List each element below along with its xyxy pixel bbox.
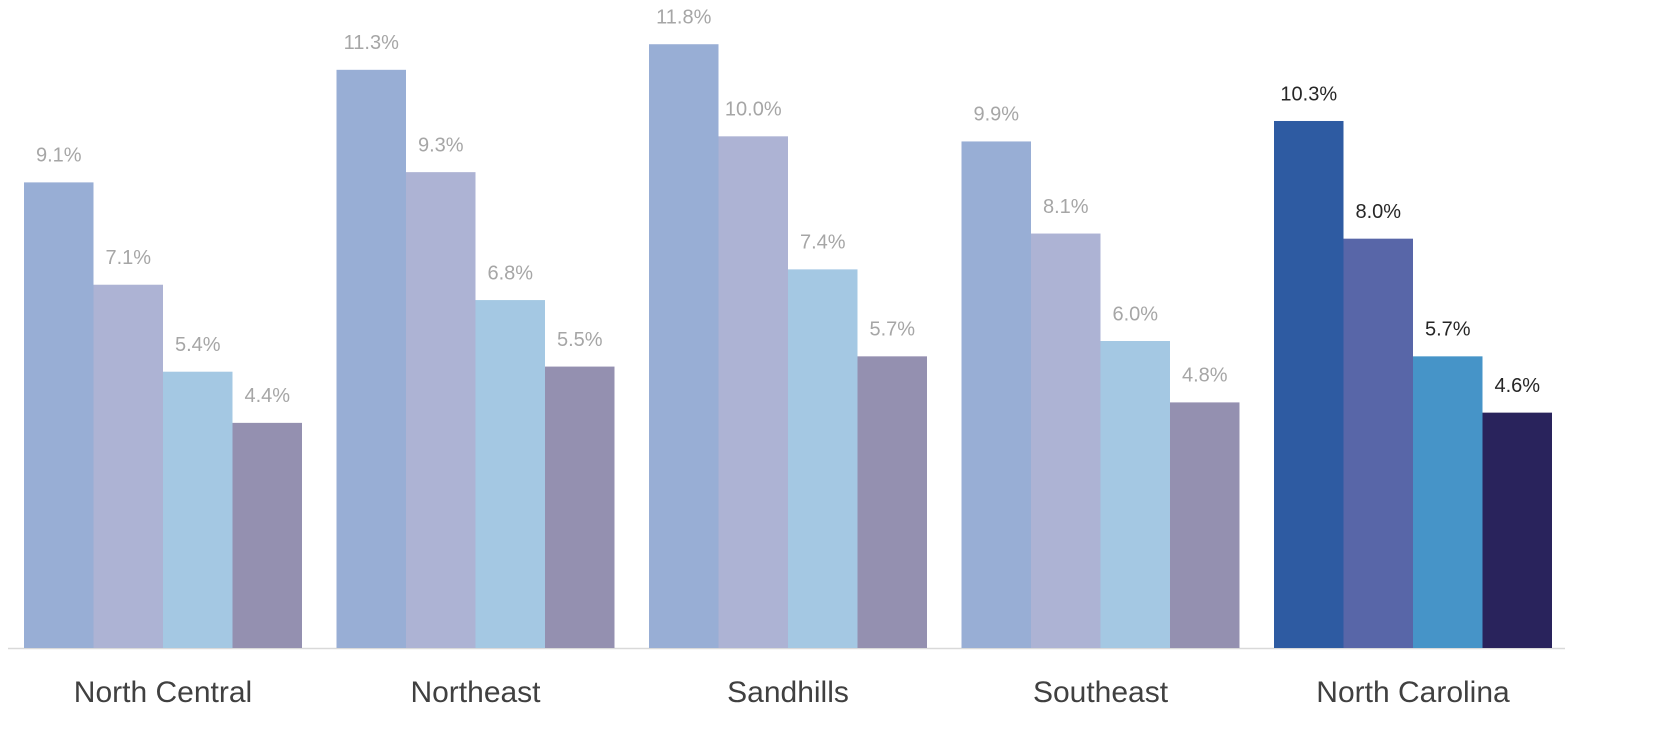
data-label: 9.9% (973, 104, 1019, 126)
data-label: 6.8% (487, 262, 533, 284)
data-label: 4.6% (1494, 375, 1540, 397)
bar (475, 300, 545, 648)
data-label: 9.1% (36, 145, 82, 167)
data-label: 8.0% (1355, 201, 1401, 223)
bar (1413, 356, 1483, 648)
data-label: 10.0% (725, 99, 782, 121)
data-label: 5.4% (175, 334, 221, 356)
bar (649, 44, 719, 648)
bar (545, 366, 615, 648)
bar (24, 182, 94, 648)
bar (232, 422, 302, 648)
data-label: 9.3% (418, 134, 464, 156)
data-label: 11.3% (344, 32, 399, 54)
data-label: 4.8% (1182, 365, 1228, 387)
bar (336, 69, 406, 649)
x-tick-label: North Carolina (1316, 676, 1510, 709)
data-label: 4.4% (244, 385, 290, 407)
bar (857, 356, 927, 648)
x-tick-label: Southeast (1033, 676, 1169, 709)
bar (1343, 238, 1413, 648)
bar (163, 371, 233, 648)
bar (1170, 402, 1240, 648)
data-label: 6.0% (1112, 303, 1158, 325)
bar (1031, 233, 1101, 649)
data-label: 8.1% (1043, 196, 1089, 218)
bar (93, 284, 163, 648)
data-label: 5.7% (869, 319, 915, 341)
data-label: 5.7% (1425, 319, 1471, 341)
data-label: 11.8% (656, 7, 711, 29)
bar (788, 269, 858, 648)
data-label: 7.1% (105, 247, 151, 269)
bar (406, 172, 476, 648)
data-label: 5.5% (557, 329, 603, 351)
bar (1482, 412, 1552, 648)
data-label: 10.3% (1280, 83, 1337, 105)
x-tick-label: North Central (74, 676, 252, 709)
bar (961, 141, 1031, 648)
x-tick-label: Sandhills (727, 676, 849, 709)
x-tick-label: Northeast (410, 676, 541, 709)
bar (718, 136, 788, 649)
data-label: 7.4% (800, 232, 846, 254)
bar (1274, 120, 1344, 648)
bar (1100, 341, 1170, 648)
